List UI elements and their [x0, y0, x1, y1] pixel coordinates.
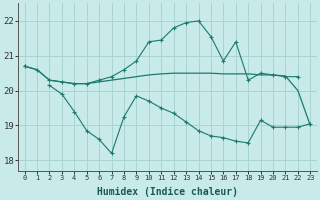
X-axis label: Humidex (Indice chaleur): Humidex (Indice chaleur)	[97, 186, 238, 197]
